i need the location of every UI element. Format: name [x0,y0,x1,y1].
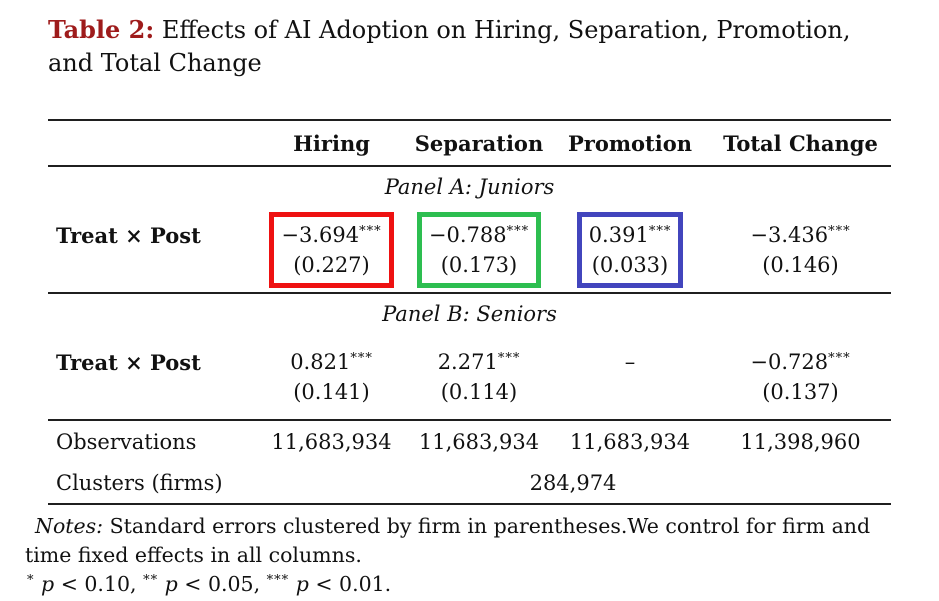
table-rule-between-panels [48,292,891,294]
panel-a-coefficient-row: Treat × Post −3.694*** (0.227) −0.788***… [48,209,891,292]
significance-stars: *** [506,224,530,239]
sig-part-10pct: * p < 0.10, [27,572,137,596]
standard-error: (0.141) [293,380,370,404]
plain-cell: −0.728*** (0.137) [738,339,862,415]
clusters-label: Clusters (firms) [56,471,223,495]
standard-error: (0.033) [591,253,669,277]
plain-cell: 0.821*** (0.141) [278,339,385,415]
table-rule-bottom [48,503,891,505]
sig-threshold: < 0.10, [60,572,137,596]
panel-b-label: Panel B: Seniors [382,302,557,326]
standard-error: (0.114) [440,380,518,404]
observations-separation: 11,683,934 [418,430,540,454]
table-number: Table 2: [48,15,155,44]
standard-error: (0.137) [762,380,839,404]
table-rule-below-header [48,165,891,167]
highlight-box-green: −0.788*** (0.173) [416,212,542,288]
coef-cell-promotion-seniors: – [550,339,710,415]
significance-legend: * p < 0.10, ** p < 0.05, *** p < 0.01. [27,570,939,599]
notes-label: Notes: [35,514,104,538]
coef-cell-separation-juniors: −0.788*** (0.173) [408,212,550,288]
significance-stars: *** [497,351,521,366]
panel-a-label: Panel A: Juniors [384,175,555,199]
column-header-hiring: Hiring [293,130,370,156]
sig-stars: * [27,573,35,588]
results-table: Hiring Separation Promotion Total Change… [48,119,891,505]
observations-total-change: 11,398,960 [740,430,861,454]
standard-error: (0.146) [762,253,839,277]
coef-cell-promotion-juniors: 0.391*** (0.033) [550,212,710,288]
coef-value: −0.788 [428,223,507,247]
coef-value: 0.821 [290,350,351,374]
plain-cell: – [581,339,679,415]
p-variable: p [295,572,309,596]
plain-cell: 2.271*** (0.114) [426,339,533,415]
standard-error: (0.227) [293,253,370,277]
table-title-line1: Effects of AI Adoption on Hiring, Separa… [161,16,851,44]
table-title-line2: and Total Change [48,49,262,77]
significance-stars: *** [648,224,672,239]
column-header-separation: Separation [414,130,544,156]
sig-part-5pct: ** p < 0.05, [143,572,260,596]
table-rule-above-stats [48,419,891,421]
highlight-box-red: −3.694*** (0.227) [269,212,394,288]
sig-threshold: < 0.05, [184,572,261,596]
row-label-treat-post-a: Treat × Post [56,223,201,248]
p-variable: p [41,572,55,596]
table-title: Table 2: Effects of AI Adoption on Hirin… [48,0,928,80]
table-notes: Notes: Standard errors clustered by firm… [25,512,927,570]
observations-label: Observations [56,430,197,454]
coef-cell-hiring-seniors: 0.821*** (0.141) [255,339,408,415]
coef-cell-separation-seniors: 2.271*** (0.114) [408,339,550,415]
coef-value: 2.271 [437,350,498,374]
p-variable: p [164,572,178,596]
observations-promotion: 11,683,934 [569,430,691,454]
coef-cell-total-change-juniors: −3.436*** (0.146) [710,212,891,288]
column-header-total-change: Total Change [723,130,878,156]
coef-cell-total-change-seniors: −0.728*** (0.137) [710,339,891,415]
sig-stars: *** [266,573,290,588]
notes-line2: time fixed effects in all columns. [25,543,362,567]
panel-b-coefficient-row: Treat × Post 0.821*** (0.141) 2.271*** (… [48,336,891,419]
coef-value: −3.436 [750,223,829,247]
row-label-treat-post-b: Treat × Post [56,350,201,375]
notes-line1: Standard errors clustered by firm in par… [109,514,871,538]
coef-value: −3.694 [281,223,360,247]
highlight-box-blue: 0.391*** (0.033) [576,212,684,288]
clusters-value: 284,974 [529,471,617,495]
standard-error: (0.173) [440,253,518,277]
sig-stars: ** [143,573,159,588]
clusters-row: Clusters (firms) 284,974 [48,463,891,503]
significance-stars: *** [350,351,373,366]
coef-value: – [624,350,636,374]
sig-part-1pct: *** p < 0.01. [267,572,392,596]
coef-value: 0.391 [588,223,649,247]
significance-stars: *** [828,351,851,366]
table-header-row: Hiring Separation Promotion Total Change [48,121,891,165]
observations-hiring: 11,683,934 [271,430,392,454]
table-rule-top [48,119,891,121]
coef-cell-hiring-juniors: −3.694*** (0.227) [255,212,408,288]
observations-row: Observations 11,683,934 11,683,934 11,68… [48,421,891,463]
plain-cell: −3.436*** (0.146) [738,212,862,288]
sig-threshold: < 0.01. [315,572,392,596]
standard-error [593,377,667,407]
significance-stars: *** [828,224,851,239]
coef-value: −0.728 [750,350,829,374]
column-header-promotion: Promotion [567,130,693,156]
significance-stars: *** [359,224,382,239]
